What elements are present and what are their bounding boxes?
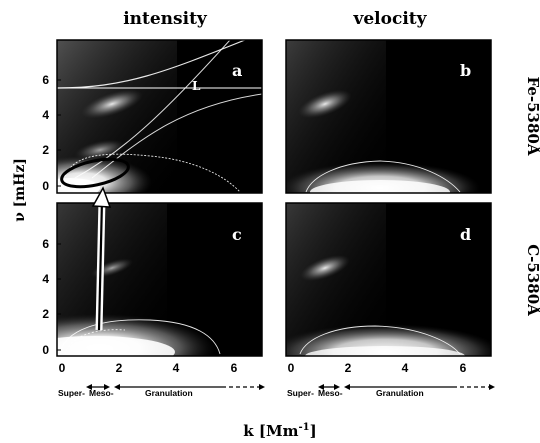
x-tick-label: 6 (231, 361, 238, 375)
panel-letter-d: d (460, 225, 471, 244)
panel-d-frame (285, 202, 492, 357)
regime-annotation-left (86, 384, 265, 390)
x-tick-label: 4 (402, 361, 409, 375)
regime-annotation-right (318, 384, 495, 390)
regime-label-granulation: Granulation (145, 388, 193, 398)
x-axis-label: k [Mm-1] (243, 422, 316, 440)
panel-b (286, 40, 491, 193)
panel-a-frame (56, 39, 263, 194)
column-title-intensity: intensity (123, 9, 208, 29)
panel-d (286, 203, 491, 356)
y-ticks-bottom: 0 2 4 6 (42, 237, 61, 357)
y-tick-label: 4 (42, 272, 49, 286)
row-label-c: C-5380Å (524, 244, 540, 316)
arrow-c-to-a (91, 186, 112, 331)
x-tick-label: 6 (460, 361, 467, 375)
regime-label-super: Super- (58, 388, 85, 398)
panel-letter-b: b (460, 61, 471, 80)
column-title-velocity: velocity (352, 9, 427, 29)
regime-label-granulation: Granulation (376, 388, 424, 398)
regime-label-meso: Meso- (318, 388, 343, 398)
panel-letter-c: c (232, 225, 242, 244)
regime-label-super: Super- (287, 388, 314, 398)
panel-letter-a: a (232, 61, 242, 80)
panel-b-frame (285, 39, 492, 194)
x-tick-label: 4 (173, 361, 180, 375)
y-tick-label: 0 (42, 343, 49, 357)
y-tick-label: 4 (42, 108, 49, 122)
y-tick-label: 0 (42, 179, 49, 193)
panel-a (57, 40, 262, 193)
x-ticks-left: 0 2 4 6 (59, 361, 238, 375)
curve-label-l: L (192, 79, 201, 93)
x-tick-label: 2 (116, 361, 123, 375)
x-tick-label: 0 (288, 361, 295, 375)
regime-label-meso: Meso- (89, 388, 114, 398)
y-tick-label: 2 (42, 307, 49, 321)
y-tick-label: 6 (42, 237, 49, 251)
y-tick-label: 2 (42, 143, 49, 157)
x-tick-label: 0 (59, 361, 66, 375)
x-ticks-right: 0 2 4 6 (288, 361, 467, 375)
row-label-fe: Fe-5380Å (524, 77, 540, 156)
y-ticks-top: 0 2 4 6 (42, 73, 61, 193)
y-axis-label: ν [mHz] (12, 158, 28, 222)
panel-c (57, 203, 262, 356)
x-tick-label: 2 (345, 361, 352, 375)
y-tick-label: 6 (42, 73, 49, 87)
